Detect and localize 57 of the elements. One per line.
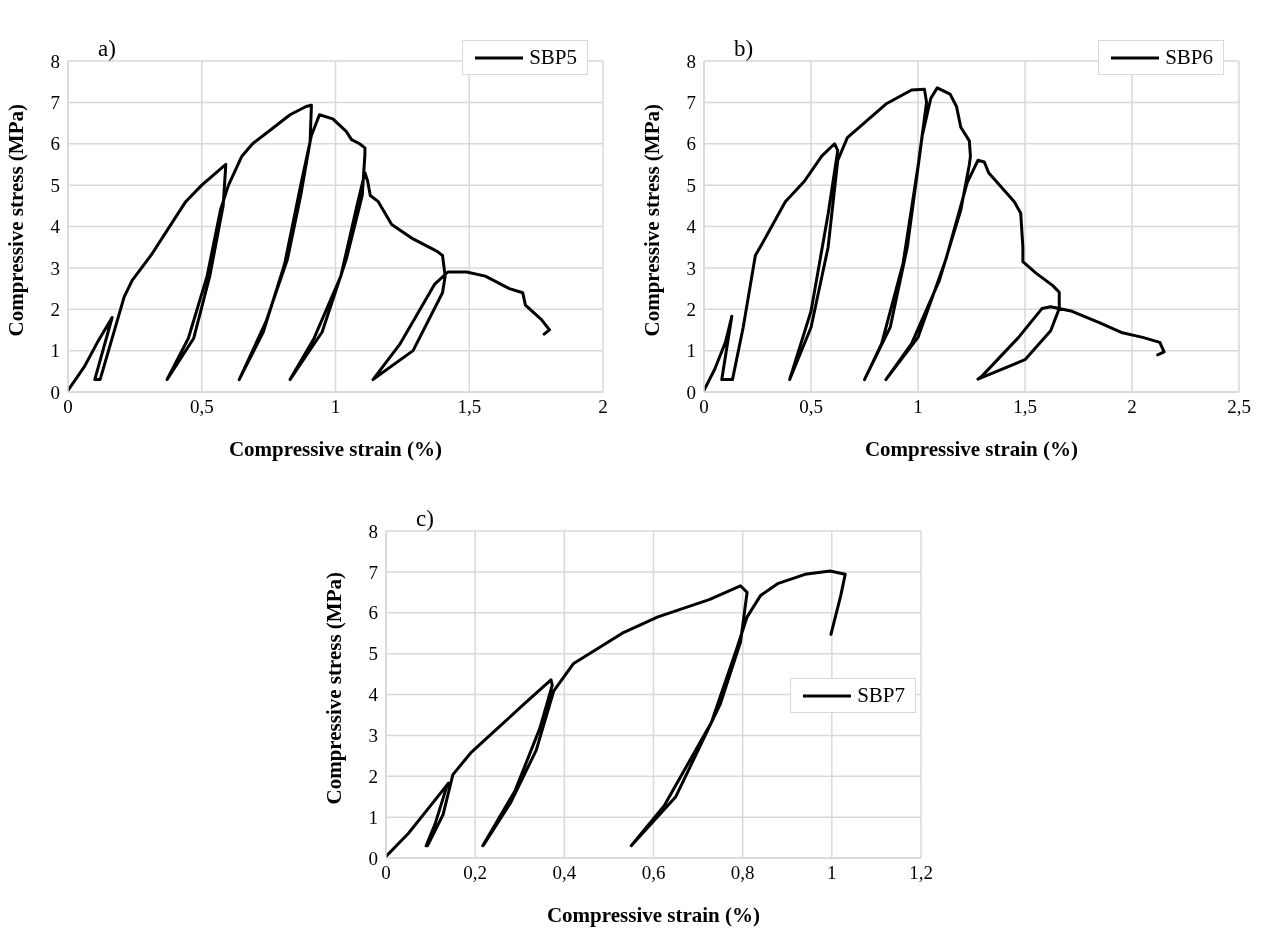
y-tick-label: 1 bbox=[686, 340, 696, 362]
y-tick-label: 1 bbox=[368, 806, 378, 828]
y-tick-label: 8 bbox=[50, 50, 60, 72]
y-tick-label: 6 bbox=[50, 133, 60, 155]
x-tick-label: 2 bbox=[598, 396, 608, 418]
y-tick-label: 1 bbox=[50, 340, 60, 362]
x-tick-label: 1 bbox=[827, 862, 837, 884]
line-series bbox=[704, 86, 1166, 392]
y-axis-title: Compressive stress (MPa) bbox=[640, 103, 665, 337]
legend-label: SBP6 bbox=[1165, 45, 1213, 70]
x-tick-label: 2,5 bbox=[1227, 396, 1251, 418]
x-axis-title: Compressive strain (%) bbox=[228, 437, 443, 461]
y-tick-label: 0 bbox=[50, 381, 60, 403]
x-tick-label: 1,5 bbox=[457, 396, 482, 418]
y-tick-label: 0 bbox=[368, 847, 378, 869]
y-tick-label: 6 bbox=[368, 602, 378, 624]
y-tick-label: 7 bbox=[686, 92, 696, 114]
x-axis-title: Compressive strain (%) bbox=[864, 437, 1079, 461]
x-tick-label: 0,4 bbox=[552, 862, 577, 884]
y-tick-label: 5 bbox=[686, 174, 696, 196]
legend-label: SBP7 bbox=[857, 683, 905, 708]
y-tick-label: 5 bbox=[368, 643, 378, 665]
y-tick-label: 8 bbox=[686, 50, 696, 72]
line-series bbox=[386, 569, 847, 858]
y-tick-label: 2 bbox=[50, 298, 60, 320]
text: c) bbox=[416, 506, 434, 532]
y-tick-label: 2 bbox=[368, 765, 378, 787]
y-tick-label: 3 bbox=[368, 725, 378, 747]
x-tick-label: 1,5 bbox=[1013, 396, 1037, 418]
y-tick-label: 2 bbox=[686, 298, 696, 320]
y-tick-label: 0 bbox=[686, 381, 696, 403]
x-tick-label: 1 bbox=[330, 396, 341, 418]
y-tick-label: 4 bbox=[50, 216, 61, 238]
y-axis-title: Compressive stress (MPa) bbox=[322, 571, 347, 805]
y-tick-label: 6 bbox=[686, 133, 696, 155]
text: b) bbox=[734, 36, 754, 62]
y-tick-label: 4 bbox=[686, 216, 697, 238]
x-tick-label: 0,6 bbox=[641, 862, 666, 884]
y-tick-label: 5 bbox=[50, 174, 60, 196]
y-tick-label: 4 bbox=[368, 684, 379, 706]
x-tick-label: 0,5 bbox=[189, 396, 214, 418]
y-tick-label: 3 bbox=[50, 257, 60, 279]
x-tick-label: 1,2 bbox=[909, 862, 933, 884]
x-tick-label: 0,2 bbox=[463, 862, 488, 884]
x-tick-label: 0,8 bbox=[730, 862, 755, 884]
text: a) bbox=[98, 36, 116, 62]
x-tick-label: 0,5 bbox=[799, 396, 823, 418]
x-tick-label: 2 bbox=[1127, 396, 1137, 418]
line-series bbox=[68, 103, 551, 392]
x-axis-title: Compressive strain (%) bbox=[546, 903, 761, 927]
x-tick-label: 1 bbox=[913, 396, 923, 418]
y-tick-label: 7 bbox=[368, 561, 378, 583]
legend-label: SBP5 bbox=[529, 45, 577, 70]
y-axis-title: Compressive stress (MPa) bbox=[4, 103, 29, 337]
y-tick-label: 3 bbox=[686, 257, 696, 279]
y-tick-label: 7 bbox=[50, 92, 60, 114]
y-tick-label: 8 bbox=[368, 520, 378, 542]
